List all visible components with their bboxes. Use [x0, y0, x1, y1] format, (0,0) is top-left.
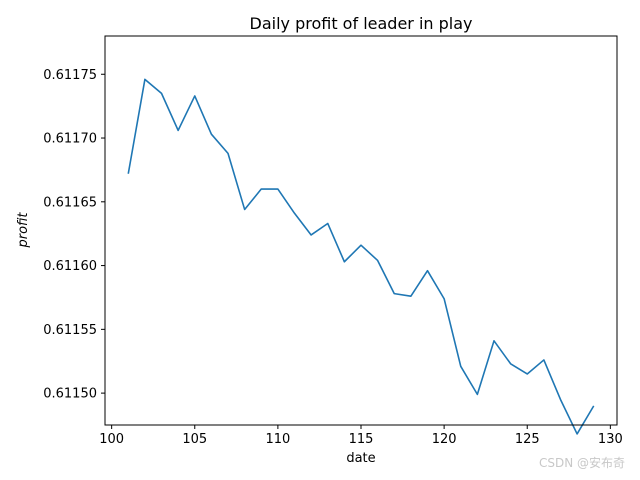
y-axis: 0.61150 0.61155 0.61160 0.61165 0.61170 0.611… [43, 68, 105, 402]
series-line [127, 78, 595, 435]
y-tick-label: 0.61165 [43, 195, 97, 210]
watermark-text: CSDN @安布奇 [539, 455, 625, 470]
x-tick-label: 120 [432, 432, 457, 447]
y-tick-label: 0.61155 [43, 323, 97, 338]
y-tick-label: 0.61170 [43, 132, 97, 147]
y-tick-label: 0.61160 [43, 259, 97, 274]
y-tick-label: 0.61150 [43, 387, 97, 402]
x-tick-label: 115 [349, 432, 374, 447]
x-tick-label: 125 [515, 432, 540, 447]
y-tick-label: 0.61175 [43, 68, 97, 83]
x-tick-label: 110 [265, 432, 290, 447]
x-axis-title: date [346, 451, 375, 466]
x-tick-label: 105 [182, 432, 207, 447]
plot-frame [104, 35, 618, 426]
chart-title: Daily profit of leader in play [250, 14, 473, 33]
x-tick-label: 100 [99, 432, 124, 447]
x-tick-label: 130 [598, 432, 623, 447]
x-axis: 100 105 110 115 120 125 130 [99, 425, 623, 447]
y-axis-title: profit [16, 212, 31, 249]
plot-area [127, 78, 595, 435]
